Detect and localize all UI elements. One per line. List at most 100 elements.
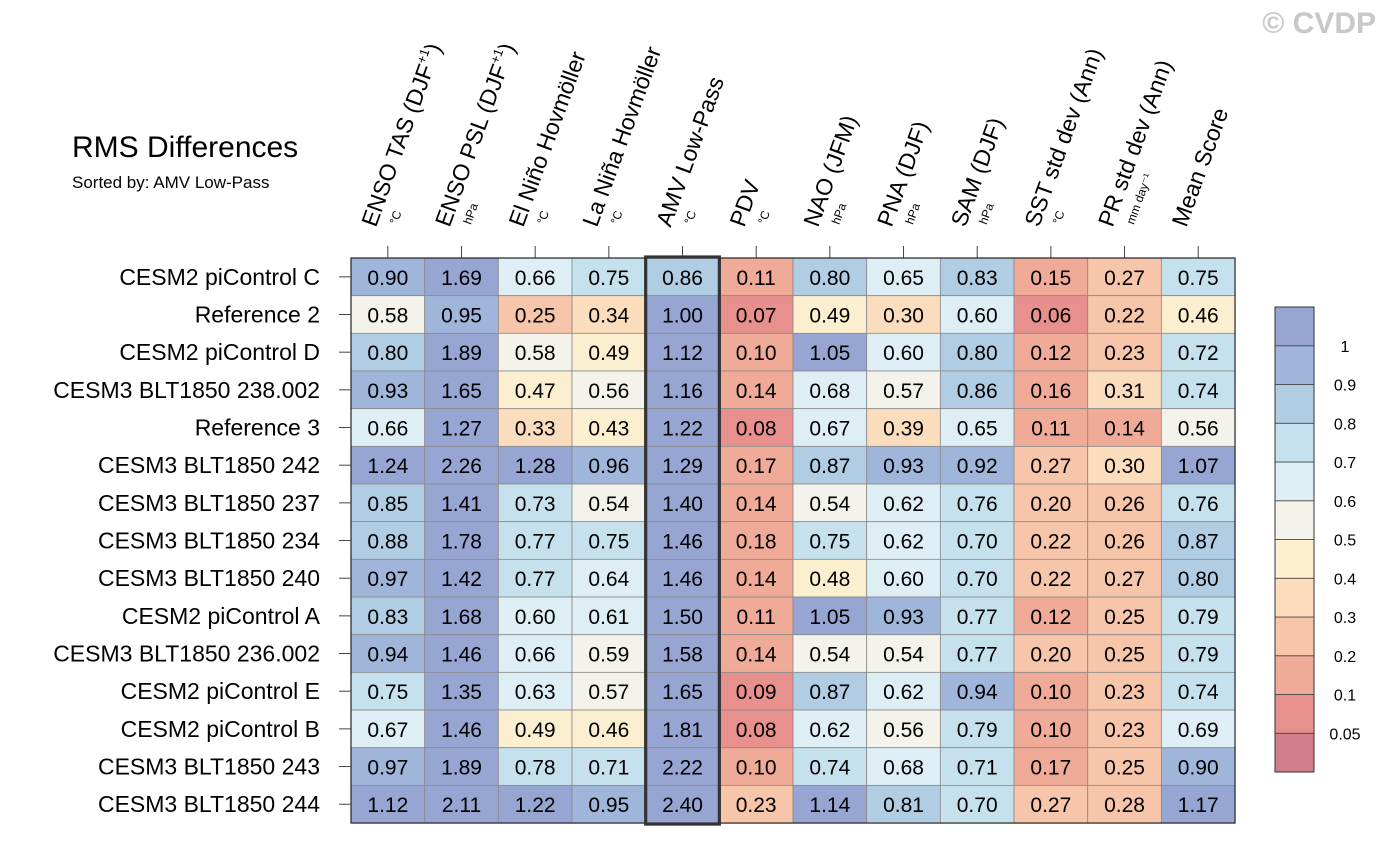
cell-value: 0.75 bbox=[1178, 267, 1219, 290]
cell-value: 0.97 bbox=[367, 757, 408, 780]
heatmap-cell bbox=[1013, 370, 1089, 410]
cell-value: 0.67 bbox=[367, 719, 408, 742]
heatmap-cell bbox=[718, 483, 794, 523]
heatmap-cell bbox=[939, 634, 1015, 673]
cell-value: 1.40 bbox=[662, 493, 703, 516]
heatmap-cell bbox=[1160, 408, 1236, 447]
cell-value: 0.57 bbox=[883, 380, 924, 403]
column-header: SAM (DJF)hPa bbox=[945, 114, 1008, 230]
heatmap-cell bbox=[424, 784, 499, 824]
cell-value: 0.11 bbox=[737, 267, 776, 290]
heatmap-cell bbox=[1087, 558, 1162, 598]
heatmap-cell bbox=[939, 257, 1015, 297]
heatmap-cell bbox=[1087, 709, 1162, 749]
cell-value: 0.62 bbox=[809, 719, 850, 742]
cell-value: 0.08 bbox=[736, 418, 777, 441]
cell-value: 0.88 bbox=[367, 531, 408, 554]
heatmap-cell bbox=[350, 257, 426, 297]
colorbar-bin bbox=[1274, 461, 1315, 502]
cell-value: 0.54 bbox=[883, 644, 924, 667]
cell-value: 1.81 bbox=[662, 719, 703, 742]
cell-value: 0.72 bbox=[1178, 342, 1219, 365]
colorbar-tick-label: 0.4 bbox=[1334, 571, 1356, 588]
cell-value: 0.14 bbox=[736, 493, 777, 516]
cell-value: 0.74 bbox=[1178, 380, 1219, 403]
cell-value: 1.46 bbox=[441, 644, 482, 667]
heatmap-cell bbox=[718, 370, 794, 410]
heatmap-cell bbox=[497, 596, 573, 636]
svg-text:El Niño Hovmöller: El Niño Hovmöller bbox=[503, 48, 590, 230]
cell-value: 0.62 bbox=[883, 681, 924, 704]
cell-value: 0.60 bbox=[883, 342, 924, 365]
row-label: CESM3 BLT1850 234 bbox=[98, 528, 320, 554]
cell-value: 0.58 bbox=[367, 305, 408, 328]
cell-value: 0.27 bbox=[1104, 267, 1145, 290]
cell-value: 0.58 bbox=[515, 342, 556, 365]
cell-value: 0.12 bbox=[1030, 342, 1071, 365]
heatmap-cell bbox=[350, 634, 426, 673]
cell-value: 0.14 bbox=[736, 380, 777, 403]
heatmap-cell bbox=[497, 445, 573, 485]
heatmap-cell bbox=[939, 747, 1015, 786]
heatmap-cell bbox=[866, 747, 941, 786]
cell-value: 0.59 bbox=[588, 644, 629, 667]
heatmap-cell bbox=[1160, 784, 1236, 824]
cell-value: 1.05 bbox=[809, 342, 850, 365]
cell-value: 0.27 bbox=[1030, 455, 1071, 478]
cell-value: 0.17 bbox=[1030, 757, 1071, 780]
cell-value: 0.20 bbox=[1030, 493, 1071, 516]
cell-value: 0.11 bbox=[737, 606, 776, 629]
cell-value: 1.58 bbox=[662, 644, 703, 667]
heatmap-cell bbox=[1013, 521, 1089, 560]
colorbar-tick-label: 0.05 bbox=[1329, 726, 1360, 743]
cell-value: 0.49 bbox=[809, 305, 850, 328]
cell-value: 0.85 bbox=[367, 493, 408, 516]
cell-value: 0.62 bbox=[883, 493, 924, 516]
heatmap-cell bbox=[645, 709, 720, 749]
row-label: CESM2 piControl E bbox=[121, 678, 320, 704]
colorbar-bin bbox=[1274, 384, 1315, 424]
cell-value: 1.14 bbox=[809, 794, 850, 817]
cell-value: 0.28 bbox=[1104, 794, 1145, 817]
cell-value: 0.65 bbox=[883, 267, 924, 290]
cell-value: 1.24 bbox=[367, 455, 408, 478]
heatmap-cell bbox=[571, 332, 647, 372]
heatmap-cell bbox=[1087, 445, 1162, 485]
cell-value: 0.27 bbox=[1104, 568, 1145, 591]
heatmap-cell bbox=[645, 483, 720, 523]
cell-value: 0.23 bbox=[1104, 681, 1145, 704]
cell-value: 0.12 bbox=[1030, 606, 1071, 629]
cell-value: 0.60 bbox=[883, 568, 924, 591]
cell-value: 0.25 bbox=[515, 305, 556, 328]
column-unit: °C bbox=[681, 208, 699, 226]
heatmap-cell bbox=[1013, 257, 1089, 297]
row-label: Reference 2 bbox=[195, 302, 320, 328]
cell-value: 0.77 bbox=[515, 531, 556, 554]
cell-value: 1.27 bbox=[441, 418, 482, 441]
row-label: CESM2 piControl B bbox=[121, 716, 320, 742]
cell-value: 0.80 bbox=[957, 342, 998, 365]
heatmap-cell bbox=[424, 370, 499, 410]
heatmap-cell bbox=[350, 596, 426, 636]
heatmap-cell bbox=[424, 445, 499, 485]
heatmap-cell bbox=[718, 445, 794, 485]
cell-value: 1.17 bbox=[1178, 794, 1219, 817]
heatmap-cell bbox=[939, 558, 1015, 598]
heatmap-cell bbox=[939, 671, 1015, 711]
heatmap-cell bbox=[939, 596, 1015, 636]
heatmap-cell bbox=[1087, 370, 1162, 410]
row-label: CESM2 piControl D bbox=[119, 339, 320, 365]
svg-text:NAO (JFM): NAO (JFM) bbox=[798, 112, 862, 230]
cell-value: 2.22 bbox=[662, 757, 703, 780]
heatmap-cell bbox=[1160, 747, 1236, 786]
cell-value: 0.14 bbox=[736, 644, 777, 667]
heatmap-cell bbox=[571, 558, 647, 598]
heatmap-cell bbox=[1013, 671, 1089, 711]
cell-value: 0.94 bbox=[957, 681, 998, 704]
cell-value: 0.39 bbox=[883, 418, 924, 441]
cell-value: 0.76 bbox=[1178, 493, 1219, 516]
heatmap-cell bbox=[424, 634, 499, 673]
svg-text:ENSO TAS (DJF+1): ENSO TAS (DJF+1) bbox=[355, 39, 446, 229]
highlighted-column-outline bbox=[644, 255, 721, 826]
cell-value: 1.65 bbox=[441, 380, 482, 403]
